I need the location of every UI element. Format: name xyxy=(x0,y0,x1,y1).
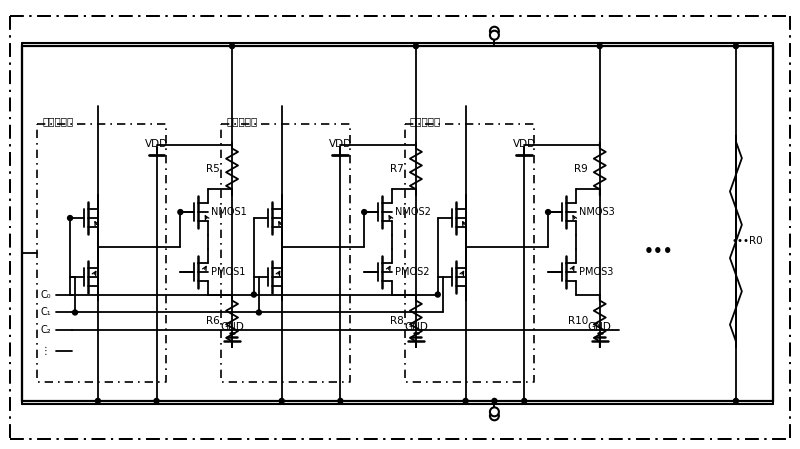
Text: C₁: C₁ xyxy=(40,308,51,317)
Text: R10: R10 xyxy=(567,316,588,326)
Circle shape xyxy=(490,411,499,420)
Circle shape xyxy=(251,292,256,297)
Circle shape xyxy=(435,292,440,297)
Text: R5: R5 xyxy=(206,164,220,174)
Text: PMOS3: PMOS3 xyxy=(579,267,614,277)
Text: R6: R6 xyxy=(206,316,220,326)
Text: R8: R8 xyxy=(390,316,404,326)
Text: VDD: VDD xyxy=(145,138,168,149)
Circle shape xyxy=(734,398,738,403)
Circle shape xyxy=(256,310,262,315)
Text: •••R0: •••R0 xyxy=(732,236,763,247)
Circle shape xyxy=(67,216,73,220)
Circle shape xyxy=(95,398,100,403)
Circle shape xyxy=(490,31,499,40)
Circle shape xyxy=(734,44,738,48)
Circle shape xyxy=(490,407,499,416)
Text: C₀: C₀ xyxy=(40,290,51,299)
Text: ⋮: ⋮ xyxy=(40,346,50,356)
Circle shape xyxy=(492,398,497,403)
Text: NMOS2: NMOS2 xyxy=(395,207,431,217)
Circle shape xyxy=(490,27,499,35)
Circle shape xyxy=(154,398,159,403)
Text: PMOS2: PMOS2 xyxy=(395,267,430,277)
Text: NMOS3: NMOS3 xyxy=(579,207,614,217)
Circle shape xyxy=(546,210,550,215)
Circle shape xyxy=(73,310,78,315)
Circle shape xyxy=(463,398,468,403)
Text: 第一反相器: 第一反相器 xyxy=(42,116,74,126)
Text: R9: R9 xyxy=(574,164,588,174)
Circle shape xyxy=(230,44,234,48)
Text: •••: ••• xyxy=(643,244,674,259)
Text: VDD: VDD xyxy=(513,138,536,149)
Circle shape xyxy=(279,398,284,403)
Circle shape xyxy=(414,44,418,48)
Text: C₂: C₂ xyxy=(40,326,51,335)
Text: PMOS1: PMOS1 xyxy=(211,267,246,277)
Circle shape xyxy=(362,210,366,215)
Circle shape xyxy=(338,398,343,403)
Circle shape xyxy=(522,398,526,403)
Circle shape xyxy=(598,44,602,48)
Text: 第二反相器: 第二反相器 xyxy=(226,116,258,126)
Text: VDD: VDD xyxy=(329,138,352,149)
Text: R7: R7 xyxy=(390,164,404,174)
Text: 第三反相器: 第三反相器 xyxy=(410,116,441,126)
Text: GND: GND xyxy=(404,322,428,332)
Text: GND: GND xyxy=(588,322,612,332)
Text: GND: GND xyxy=(220,322,244,332)
Text: NMOS1: NMOS1 xyxy=(211,207,247,217)
Circle shape xyxy=(178,210,183,215)
